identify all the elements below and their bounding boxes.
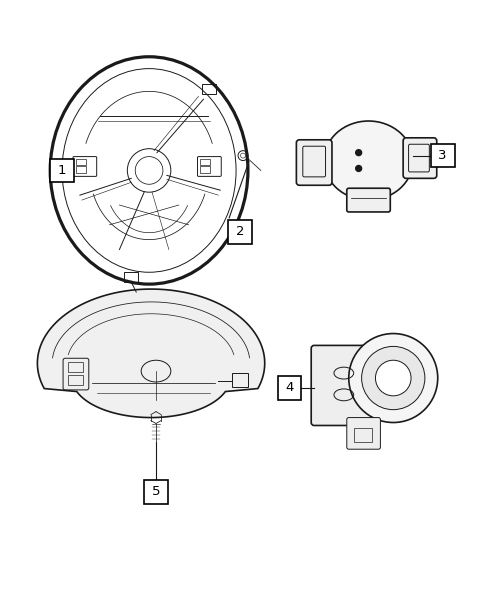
Text: 2: 2 bbox=[235, 225, 244, 238]
FancyBboxPatch shape bbox=[402, 138, 436, 178]
Circle shape bbox=[355, 150, 361, 155]
Text: 5: 5 bbox=[151, 485, 160, 498]
Text: 1: 1 bbox=[58, 164, 66, 177]
FancyBboxPatch shape bbox=[311, 345, 371, 425]
FancyBboxPatch shape bbox=[346, 418, 379, 449]
FancyBboxPatch shape bbox=[277, 376, 301, 400]
Ellipse shape bbox=[323, 121, 412, 200]
Text: 4: 4 bbox=[285, 382, 293, 395]
FancyBboxPatch shape bbox=[50, 158, 74, 183]
FancyBboxPatch shape bbox=[296, 140, 331, 186]
Circle shape bbox=[361, 346, 424, 410]
Polygon shape bbox=[37, 289, 264, 418]
Circle shape bbox=[348, 333, 437, 422]
FancyBboxPatch shape bbox=[144, 480, 167, 504]
FancyBboxPatch shape bbox=[227, 220, 251, 244]
Text: 3: 3 bbox=[438, 149, 446, 162]
Circle shape bbox=[375, 360, 410, 396]
FancyBboxPatch shape bbox=[346, 188, 390, 212]
FancyBboxPatch shape bbox=[430, 144, 454, 167]
Circle shape bbox=[355, 166, 361, 171]
